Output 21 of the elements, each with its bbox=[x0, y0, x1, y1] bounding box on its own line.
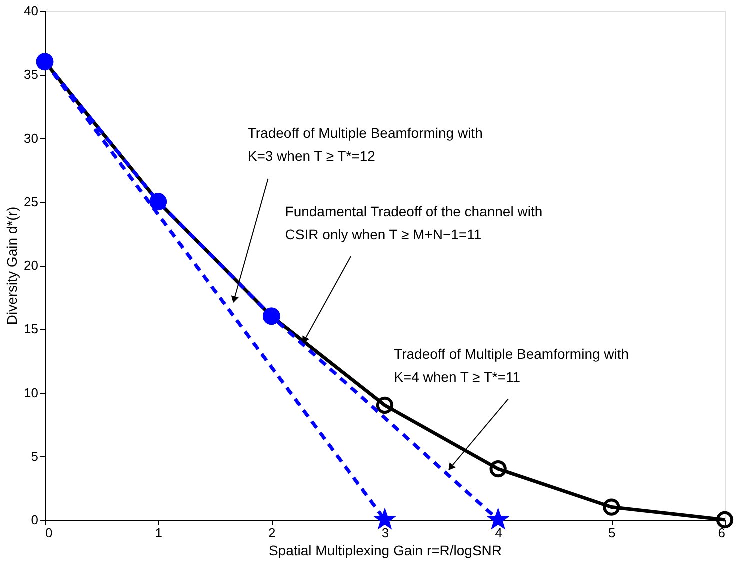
y-tick-label: 0 bbox=[31, 512, 38, 528]
y-axis-title: Diversity Gain d*(r) bbox=[4, 206, 20, 326]
y-tick-label: 20 bbox=[24, 258, 38, 273]
x-tick-label: 6 bbox=[718, 526, 726, 540]
annotation: Fundamental Tradeoff of the channel with CSIR only when T ≥ M+N−1=11 bbox=[285, 204, 543, 243]
x-tick-label: 1 bbox=[155, 526, 162, 540]
x-tick-label: 5 bbox=[608, 526, 616, 540]
annotation: Tradeoff of Multiple Beamforming with K=3 when T ≥ T*=12 bbox=[248, 124, 483, 164]
y-tick-label: 30 bbox=[24, 130, 38, 146]
y-tick-label: 40 bbox=[24, 4, 38, 18]
y-tick-label: 25 bbox=[24, 194, 38, 210]
y-tick-label: 5 bbox=[31, 448, 38, 464]
annotation: Tradeoff of Multiple Beamforming with K=4 when T ≥ T*=11 bbox=[394, 346, 630, 386]
x-tick-label: 0 bbox=[46, 526, 53, 540]
y-tick-label: 10 bbox=[24, 385, 38, 400]
x-tick-label: 3 bbox=[382, 526, 390, 540]
y-tick-label: 35 bbox=[24, 67, 38, 82]
y-tick-label: 15 bbox=[24, 322, 38, 337]
x-tick-label: 2 bbox=[268, 526, 276, 540]
x-axis-title: Spatial Multiplexing Gain r=R/logSNR bbox=[268, 542, 502, 558]
x-tick-label: 4 bbox=[495, 526, 502, 540]
